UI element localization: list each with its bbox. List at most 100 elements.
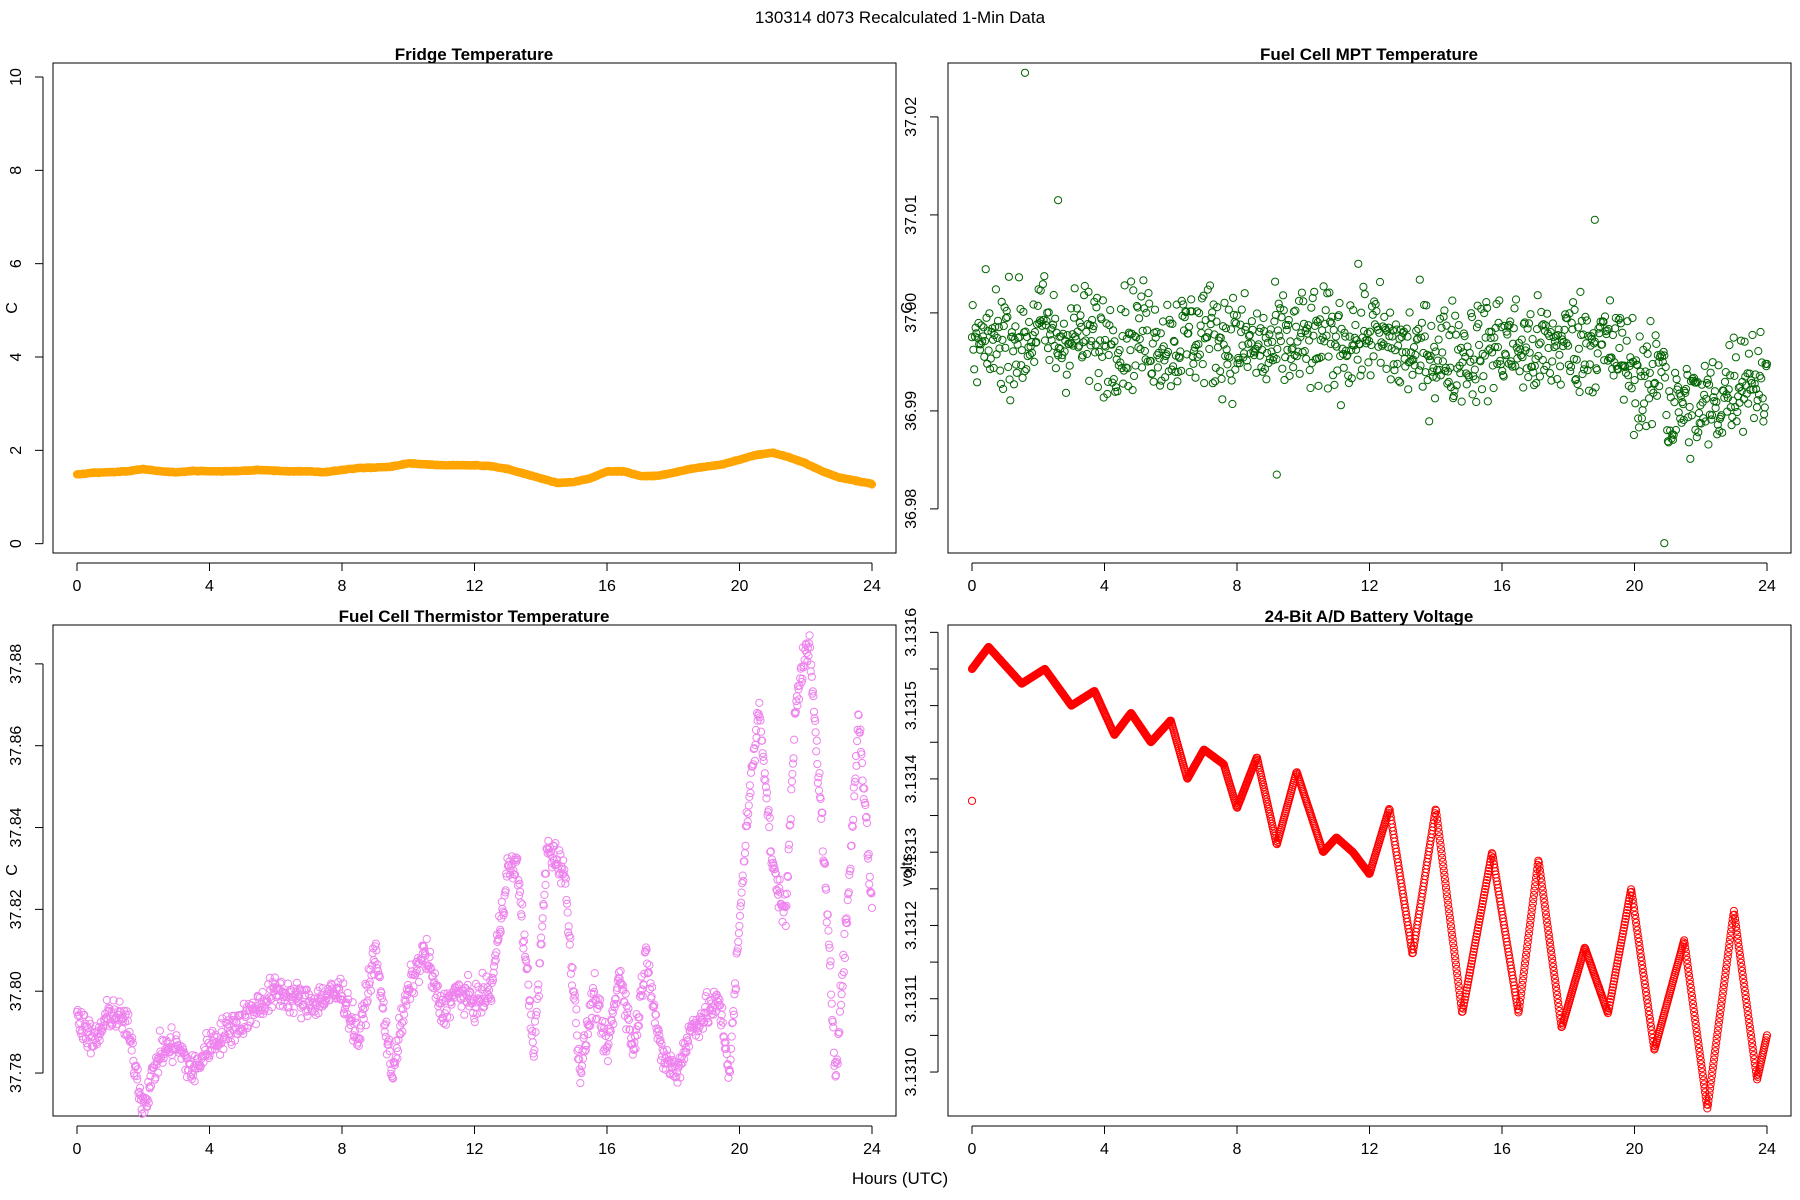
data-point [541, 880, 550, 890]
data-point [1353, 355, 1362, 364]
data-point [1198, 360, 1207, 369]
plot-frame [52, 62, 897, 554]
data-point [1475, 356, 1484, 365]
data-point [1247, 317, 1257, 326]
y-tick-label: 3.1312 [903, 901, 920, 950]
data-point [1631, 399, 1640, 408]
plot-frame [947, 62, 1792, 554]
data-point [1684, 438, 1694, 447]
data-point [1079, 338, 1088, 347]
x-tick-label: 0 [968, 1141, 977, 1158]
data-point [985, 309, 994, 318]
y-tick-label: 3.1311 [903, 975, 920, 1023]
y-axis-label: C [899, 302, 916, 314]
x-tick-label: 12 [466, 578, 484, 595]
data-point [1383, 327, 1392, 336]
data-point [1203, 285, 1212, 294]
x-tick-label: 24 [1758, 578, 1776, 595]
data-point [518, 900, 527, 909]
data-point [980, 336, 990, 346]
data-point [1113, 387, 1122, 396]
data-point [1590, 215, 1599, 224]
data-point [1351, 320, 1360, 330]
data-point [1739, 427, 1748, 436]
data-point [765, 823, 774, 832]
data-point [1271, 277, 1280, 286]
data-point [867, 903, 877, 913]
data-point [1489, 383, 1498, 393]
data-point [1700, 361, 1709, 370]
data-point [850, 792, 859, 801]
x-tick-label: 16 [598, 1141, 616, 1158]
data-point [1136, 345, 1145, 354]
data-point [1025, 317, 1034, 327]
data-point [1004, 362, 1013, 372]
data-point [1223, 360, 1232, 369]
data-point [1101, 342, 1110, 351]
data-point [988, 335, 998, 344]
data-point [1137, 363, 1147, 372]
y-tick-label: 37.80 [8, 971, 25, 1011]
data-point [1045, 355, 1054, 365]
panel-title: Fuel Cell Thermistor Temperature [339, 607, 610, 626]
x-tick-label: 8 [1233, 578, 1242, 595]
data-point [1362, 335, 1372, 344]
data-point [538, 914, 547, 923]
data-points [72, 631, 877, 1119]
data-point [1168, 319, 1177, 328]
data-point [1072, 304, 1082, 313]
data-point [643, 959, 652, 968]
data-point [805, 631, 814, 640]
data-point [1093, 383, 1103, 392]
data-point [1221, 324, 1231, 333]
data-point [127, 1046, 136, 1055]
data-point [1416, 361, 1425, 370]
data-point [1360, 290, 1369, 299]
data-points [72, 448, 877, 489]
data-point [790, 735, 799, 744]
data-point [1040, 272, 1049, 281]
data-point [1578, 369, 1587, 379]
x-axis: 0 4 8 12 16 20 24 [73, 1125, 881, 1158]
data-point [1322, 331, 1331, 340]
data-point [1297, 329, 1306, 338]
data-point [464, 970, 473, 980]
data-point [1110, 337, 1119, 346]
data-point [1535, 372, 1545, 381]
data-point [1335, 298, 1344, 308]
data-point [1356, 371, 1365, 380]
data-point [1536, 338, 1545, 347]
data-point [1144, 289, 1153, 298]
data-point [1439, 312, 1448, 321]
y-tick-label: 37.84 [8, 807, 25, 847]
data-point [809, 692, 818, 701]
data-point [1195, 350, 1205, 359]
data-point [997, 297, 1006, 306]
data-point [1605, 296, 1615, 305]
data-point [1034, 285, 1043, 294]
data-point [1385, 332, 1394, 341]
data-point [1156, 329, 1165, 338]
panel-title: Fuel Cell MPT Temperature [1260, 45, 1478, 64]
data-point [1059, 319, 1069, 328]
data-point [1386, 375, 1395, 384]
data-point [1481, 333, 1490, 342]
data-point [1146, 356, 1155, 366]
data-point [1576, 287, 1585, 296]
data-point [995, 344, 1004, 353]
data-point [1548, 357, 1557, 366]
data-point [1442, 321, 1451, 330]
data-point [1051, 364, 1061, 373]
data-point [1522, 364, 1531, 373]
data-point [1375, 328, 1384, 337]
data-point [624, 1004, 633, 1013]
data-point [1314, 381, 1323, 390]
data-point [1279, 306, 1288, 315]
data-point [1426, 351, 1435, 360]
y-tick-label: 37.00 [903, 293, 920, 333]
data-point [1402, 324, 1411, 333]
data-point [1369, 352, 1378, 361]
data-point [1376, 358, 1385, 367]
